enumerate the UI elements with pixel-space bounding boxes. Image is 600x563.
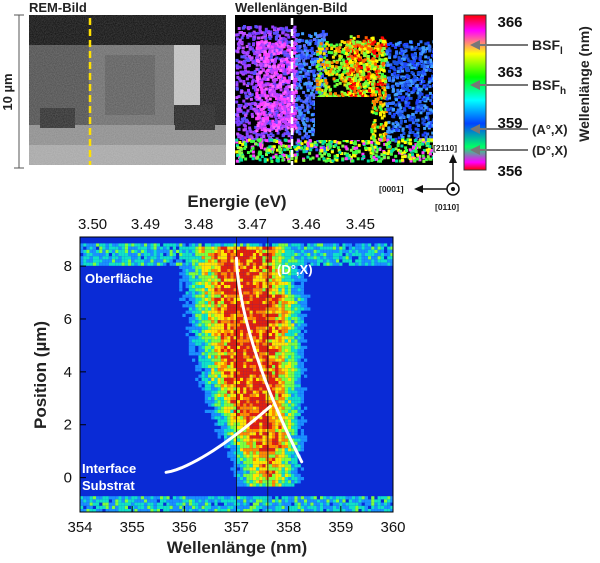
y-axis-title: Position (µm) (31, 321, 50, 429)
colorbar: 366 363 359 356 Wellenlänge (nm) (464, 14, 592, 180)
wl-panel-title: Wellenlängen-Bild (235, 0, 347, 15)
orientation-up: [2110] (433, 143, 457, 153)
y-tick-label: 2 (64, 417, 72, 434)
x-tick-label: 359 (328, 519, 353, 536)
label-dx: (D°,X) (277, 262, 313, 277)
rem-panel-title: REM-Bild (29, 0, 87, 15)
label-substrat: Substrat (82, 478, 135, 493)
y-tick-label: 6 (64, 311, 72, 328)
scalebar: 10 µm (0, 15, 24, 168)
x-tick-label: 356 (172, 519, 197, 536)
top-tick-label: 3.46 (292, 216, 321, 233)
top-tick-label: 3.45 (346, 216, 375, 233)
marker-bsf-h: BSFh (532, 77, 566, 97)
x-tick-label: 355 (120, 519, 145, 536)
top-axis-title: Energie (eV) (187, 192, 286, 211)
label-surface: Oberfläche (85, 271, 153, 286)
marker-bsf-l: BSFl (532, 37, 563, 57)
marker-dx: (D°,X) (532, 143, 568, 158)
y-tick-label: 4 (64, 364, 72, 381)
orientation-left: [0001] (379, 184, 404, 194)
orientation-out: [0110] (435, 202, 459, 212)
x-axis-title: Wellenlänge (nm) (167, 538, 307, 557)
label-interface: Interface (82, 461, 136, 476)
rem-image (29, 15, 226, 165)
x-tick-label: 360 (380, 519, 405, 536)
top-tick-label: 3.47 (238, 216, 267, 233)
wavelength-image (235, 15, 436, 165)
scalebar-label: 10 µm (0, 73, 15, 110)
colorbar-tick: 356 (497, 163, 522, 180)
x-tick-label: 358 (276, 519, 301, 536)
marker-ax: (A°,X) (532, 122, 568, 137)
colorbar-title: Wellenlänge (nm) (576, 26, 592, 142)
y-tick-label: 0 (64, 470, 72, 487)
x-tick-label: 357 (224, 519, 249, 536)
top-tick-label: 3.48 (184, 216, 213, 233)
colorbar-tick: 366 (497, 14, 522, 31)
top-tick-label: 3.49 (131, 216, 160, 233)
colorbar-tick: 363 (497, 64, 522, 81)
x-tick-label: 354 (67, 519, 92, 536)
y-tick-label: 8 (64, 258, 72, 275)
top-tick-label: 3.50 (78, 216, 107, 233)
